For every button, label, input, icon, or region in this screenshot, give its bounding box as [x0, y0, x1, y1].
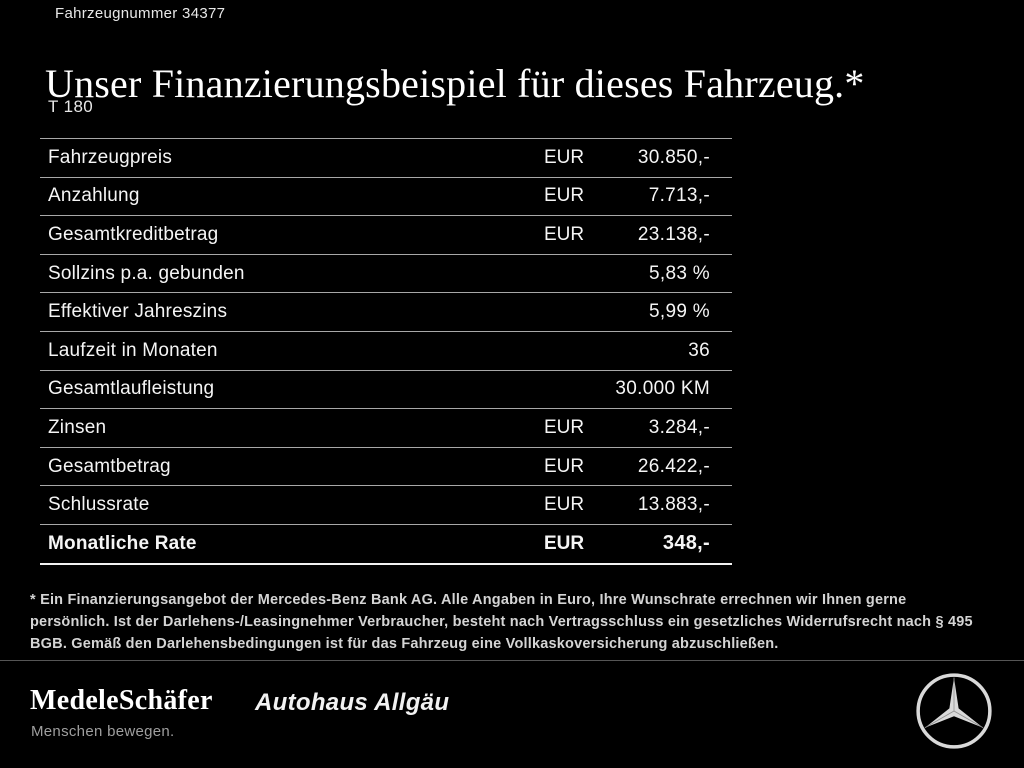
- table-row: Sollzins p.a. gebunden 5,83 %: [40, 253, 732, 293]
- row-value: 5,83 %: [649, 262, 710, 284]
- row-label: Fahrzeugpreis: [48, 146, 173, 168]
- model-name: T 180: [48, 97, 94, 116]
- row-label: Gesamtlaufleistung: [48, 378, 215, 400]
- row-label: Gesamtbetrag: [48, 455, 171, 477]
- table-row: Gesamtbetrag EUR 26.422,-: [40, 446, 732, 486]
- row-label: Gesamtkreditbetrag: [48, 223, 219, 245]
- vehicle-number: Fahrzeugnummer 34377: [55, 5, 226, 22]
- row-value: 30.850,-: [637, 146, 710, 168]
- row-currency: EUR: [544, 223, 585, 245]
- table-row: Gesamtlaufleistung 30.000 KM: [40, 369, 732, 409]
- row-label: Schlussrate: [48, 494, 150, 516]
- row-label: Anzahlung: [48, 185, 140, 207]
- dealer-logo-medeleschaefer: MedeleSchäfer: [30, 685, 213, 716]
- row-value: 7.713,-: [648, 185, 710, 207]
- footer-divider: [0, 660, 1024, 661]
- dealer-tagline: Menschen bewegen.: [31, 723, 175, 740]
- table-row: Anzahlung EUR 7.713,-: [40, 176, 732, 216]
- table-row: Laufzeit in Monaten 36: [40, 330, 732, 370]
- row-currency: EUR: [544, 146, 585, 168]
- table-row: Zinsen EUR 3.284,-: [40, 408, 732, 447]
- row-value: 23.138,-: [637, 223, 710, 245]
- row-value: 36: [688, 339, 710, 361]
- row-value: 26.422,-: [637, 455, 710, 477]
- row-value: 3.284,-: [648, 416, 710, 438]
- table-row: Fahrzeugpreis EUR 30.850,-: [40, 138, 732, 177]
- row-value: 30.000 KM: [615, 378, 710, 400]
- row-label: Sollzins p.a. gebunden: [48, 262, 245, 284]
- table-row: Effektiver Jahreszins 5,99 %: [40, 292, 732, 331]
- row-currency: EUR: [544, 455, 585, 477]
- row-label: Laufzeit in Monaten: [48, 339, 218, 361]
- page-title: Unser Finanzierungsbeispiel für dieses F…: [45, 60, 865, 106]
- mercedes-star-icon: [916, 673, 992, 749]
- financing-table: Fahrzeugpreis EUR 30.850,- Anzahlung EUR…: [40, 138, 732, 565]
- row-currency: EUR: [544, 185, 585, 207]
- row-currency: EUR: [544, 532, 585, 554]
- row-value: 5,99 %: [649, 301, 710, 323]
- row-label: Effektiver Jahreszins: [48, 301, 228, 323]
- row-value: 348,-: [662, 532, 710, 555]
- row-label: Zinsen: [48, 416, 107, 438]
- row-currency: EUR: [544, 494, 585, 516]
- footnote: * Ein Finanzierungsangebot der Mercedes-…: [30, 591, 973, 652]
- footer: MedeleSchäfer Menschen bewegen. Autohaus…: [0, 661, 1024, 768]
- table-row: Gesamtkreditbetrag EUR 23.138,-: [40, 215, 732, 254]
- table-row: Monatliche Rate EUR 348,-: [40, 523, 732, 563]
- dealer-logo-autohaus-allgaeu: Autohaus Allgäu: [255, 689, 450, 716]
- row-value: 13.883,-: [637, 494, 710, 516]
- row-currency: EUR: [544, 416, 585, 438]
- table-row: Schlussrate EUR 13.883,-: [40, 485, 732, 524]
- row-label: Monatliche Rate: [48, 532, 197, 554]
